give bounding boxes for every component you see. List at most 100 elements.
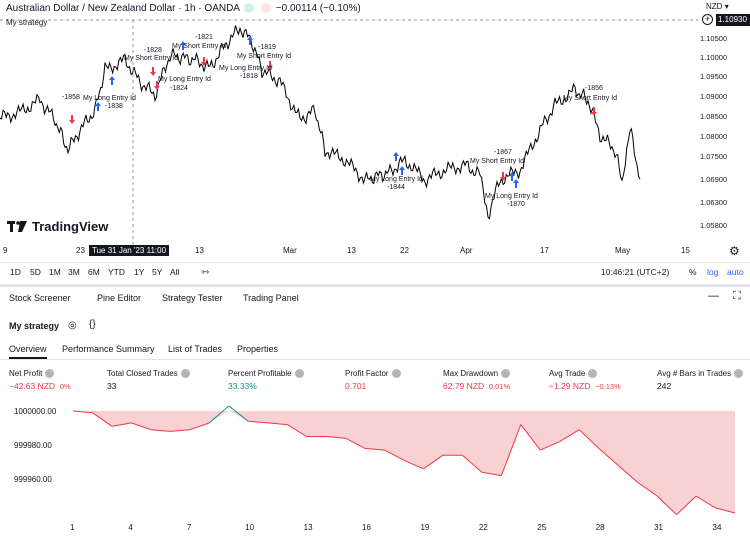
clock[interactable]: 10:46:21 (UTC+2) xyxy=(601,267,670,277)
equity-segment xyxy=(423,454,444,470)
equity-x-tick: 22 xyxy=(478,523,488,532)
equity-segment xyxy=(676,495,697,516)
tab-overview[interactable]: Overview xyxy=(9,344,47,359)
last-price-badge: 1.10930 xyxy=(716,14,750,26)
price-line xyxy=(0,25,641,220)
equity-y-tick: 999960.00 xyxy=(14,475,52,484)
tab-pine-editor[interactable]: Pine Editor xyxy=(97,293,142,303)
trade-label: -1819 xyxy=(258,44,276,51)
long-entry-arrow-icon xyxy=(180,41,186,50)
metric-avg-trade: Avg Trade −1.29 NZD −0.13% xyxy=(549,369,621,391)
equity-x-tick: 13 xyxy=(303,523,313,532)
equity-segment xyxy=(520,424,541,451)
price-tick: 1.10500 xyxy=(700,34,728,43)
plus-icon[interactable]: + xyxy=(702,14,713,25)
info-icon[interactable] xyxy=(391,369,401,379)
percent-toggle[interactable]: % xyxy=(689,267,697,277)
log-toggle[interactable]: log xyxy=(707,267,719,277)
flag-icon xyxy=(261,3,271,14)
price-chart[interactable]: Australian Dollar / New Zealand Dollar ·… xyxy=(0,0,750,262)
panel-divider[interactable] xyxy=(0,284,750,287)
trade-label: My Short Entry Id xyxy=(172,43,227,50)
source-code-icon[interactable]: {} xyxy=(89,319,96,330)
status-dot-icon xyxy=(244,3,255,14)
long-entry-arrow-icon xyxy=(393,152,399,161)
currency-selector[interactable]: NZD ▾ xyxy=(706,2,729,11)
time-tick: Apr xyxy=(460,246,473,255)
metric-percent-profitable: Percent Profitable 33.33% xyxy=(228,369,304,391)
short-entry-arrow-icon xyxy=(201,57,207,66)
metric-value: 33.33% xyxy=(228,381,257,392)
info-icon[interactable] xyxy=(45,369,55,379)
equity-x-tick: 19 xyxy=(420,523,430,532)
price-series[interactable] xyxy=(0,0,698,245)
price-tick: 1.06900 xyxy=(700,175,728,184)
metric-value: 33 xyxy=(107,381,117,392)
gear-icon[interactable]: ⚙ xyxy=(729,244,740,258)
short-entry-arrow-icon xyxy=(150,67,156,76)
timeframe-1y-button[interactable]: 1Y xyxy=(134,267,145,277)
equity-y-tick: 1000000.00 xyxy=(14,407,57,416)
equity-segment xyxy=(365,447,385,451)
metric-label: Avg # Bars in Trades xyxy=(657,369,732,378)
time-tick: 13 xyxy=(347,246,356,255)
equity-x-tick: 25 xyxy=(537,523,547,532)
timeframe-5d-button[interactable]: 5D xyxy=(30,267,41,277)
info-icon[interactable] xyxy=(180,369,190,379)
info-icon[interactable] xyxy=(294,369,304,379)
timeframe-3m-button[interactable]: 3M xyxy=(68,267,80,277)
maximize-icon[interactable]: ⛶ xyxy=(733,290,741,302)
price-change: −0.00114 (−0.10%) xyxy=(275,3,361,14)
short-entry-arrow-icon xyxy=(267,61,273,70)
equity-segment xyxy=(578,429,600,449)
time-tick: 17 xyxy=(540,246,549,255)
strategy-title: My strategy xyxy=(9,321,60,331)
tab-properties[interactable]: Properties xyxy=(237,344,279,354)
equity-x-tick: 31 xyxy=(654,523,664,532)
equity-chart[interactable] xyxy=(0,400,750,520)
equity-segment xyxy=(500,424,522,476)
price-tick: 1.07500 xyxy=(700,152,728,161)
info-icon[interactable] xyxy=(588,369,598,379)
tv-logo-icon xyxy=(7,221,27,232)
equity-x-tick: 10 xyxy=(245,523,255,532)
equity-x-tick: 28 xyxy=(595,523,605,532)
info-icon[interactable] xyxy=(734,369,744,379)
tab-performance-summary[interactable]: Performance Summary xyxy=(62,344,155,354)
equity-segment xyxy=(72,410,93,414)
tab-trading-panel[interactable]: Trading Panel xyxy=(243,293,299,303)
settings-icon[interactable]: ◎ xyxy=(68,320,77,331)
equity-segment xyxy=(345,437,366,449)
timeframe-ytd-button[interactable]: YTD xyxy=(108,267,125,277)
equity-segment xyxy=(656,495,677,516)
range-toolbar: 1D 5D 1M 3M 6M YTD 1Y 5Y All ⇿ 10:46:21 … xyxy=(0,262,750,282)
date-range-icon[interactable]: ⇿ xyxy=(201,267,210,278)
equity-segment xyxy=(695,495,716,509)
minimize-icon[interactable]: — xyxy=(708,290,719,302)
metric-profit-factor: Profit Factor 0.701 xyxy=(345,369,401,391)
trade-label: -1828 xyxy=(144,47,162,54)
auto-toggle[interactable]: auto xyxy=(727,267,744,277)
price-tick: 1.05800 xyxy=(700,221,728,230)
strategy-legend[interactable]: My strategy xyxy=(6,18,48,27)
time-axis[interactable]: 9 23 13 Mar 13 22 Apr 17 May 15 Tue 31 J… xyxy=(0,245,750,259)
long-entry-arrow-icon xyxy=(399,166,405,175)
info-icon[interactable] xyxy=(501,369,511,379)
tab-stock-screener[interactable]: Stock Screener xyxy=(9,293,71,303)
timeframe-5y-button[interactable]: 5Y xyxy=(152,267,163,277)
timeframe-all-button[interactable]: All xyxy=(170,267,180,277)
trade-label: -1824 xyxy=(170,85,188,92)
trade-label: My Long Entry Id xyxy=(219,65,272,72)
metric-label: Net Profit xyxy=(9,369,43,378)
timeframe-6m-button[interactable]: 6M xyxy=(88,267,100,277)
timeframe-1d-button[interactable]: 1D xyxy=(10,267,21,277)
tradingview-logo[interactable]: TradingView xyxy=(7,219,108,234)
timeframe-1m-button[interactable]: 1M xyxy=(49,267,61,277)
trade-label: My Short Entry Id xyxy=(563,95,618,102)
equity-segment xyxy=(228,405,249,422)
time-tick: 22 xyxy=(400,246,409,255)
symbol-header: Australian Dollar / New Zealand Dollar ·… xyxy=(6,3,361,14)
tab-list-of-trades[interactable]: List of Trades xyxy=(168,344,223,354)
metric-value: 242 xyxy=(657,381,672,392)
tab-strategy-tester[interactable]: Strategy Tester xyxy=(162,293,223,303)
